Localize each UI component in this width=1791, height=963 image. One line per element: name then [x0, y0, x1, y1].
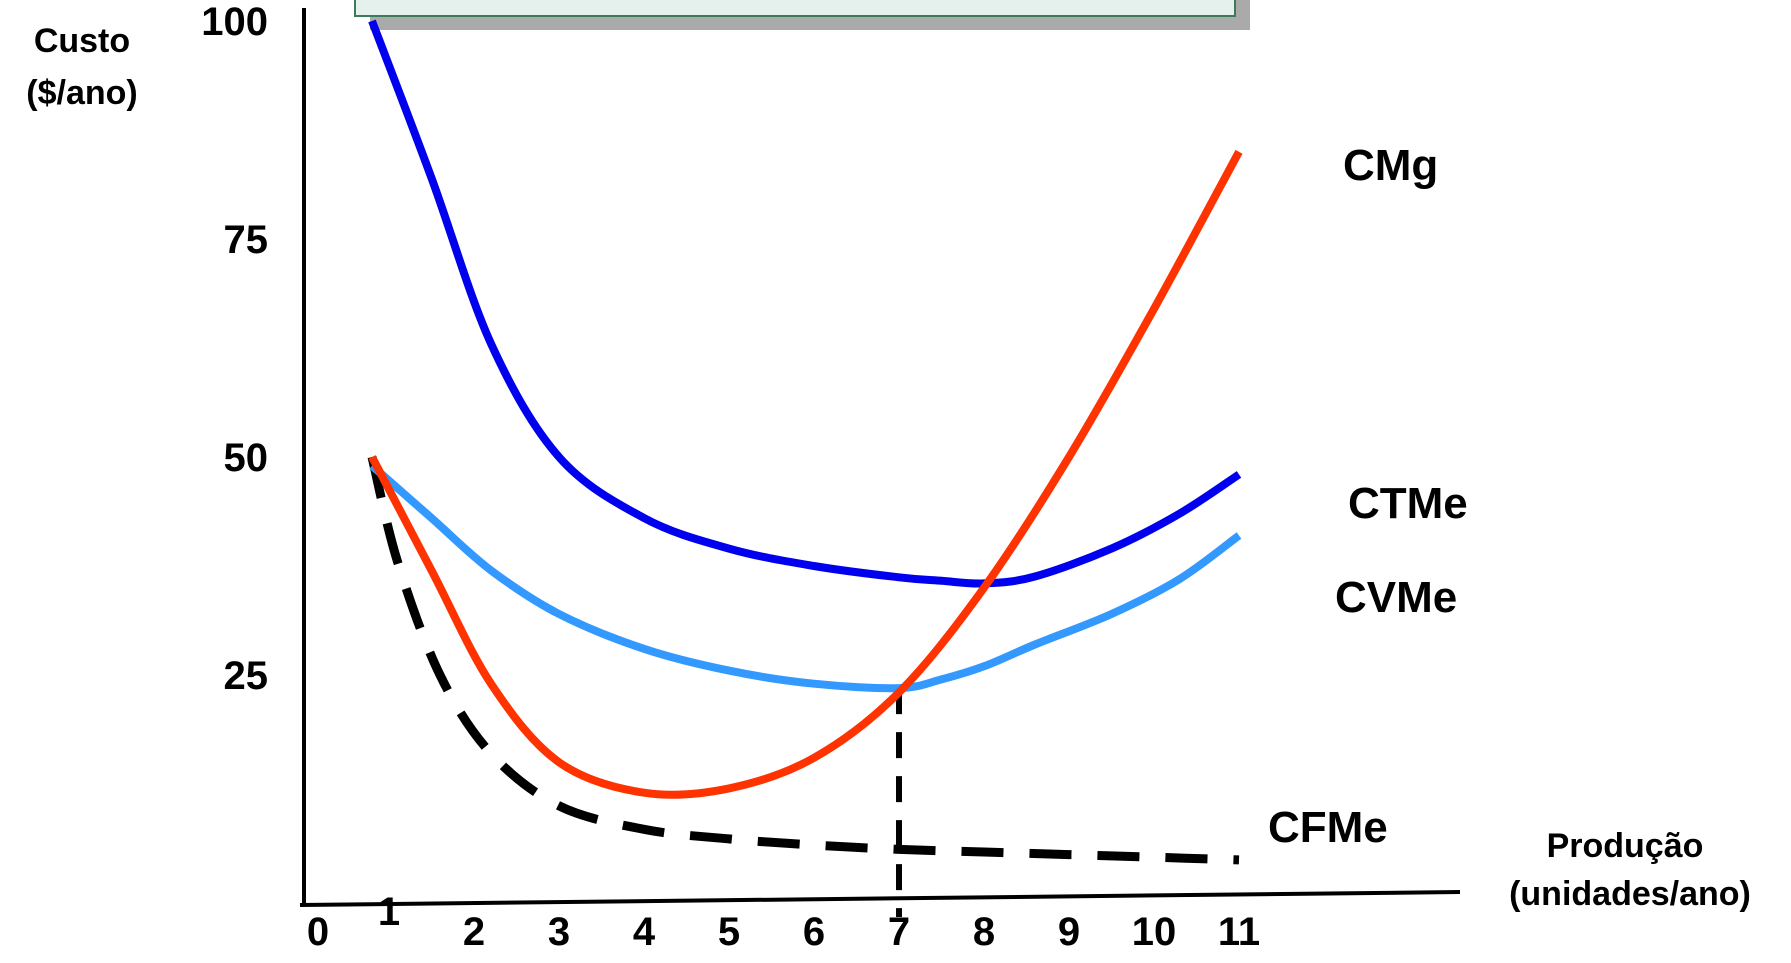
x-tick-label: 8	[973, 910, 995, 954]
x-tick-label: 7	[888, 910, 910, 954]
series-line-cvme	[369, 462, 1242, 693]
y-tick-label: 75	[224, 218, 269, 262]
y-tick-label: 100	[201, 0, 268, 44]
title-box-panel	[354, 0, 1236, 17]
x-axis-label-line-1: Produção	[1547, 827, 1704, 865]
x-axis-label-line-2: (unidades/ano)	[1509, 875, 1751, 913]
series-label-cmg: CMg	[1343, 141, 1438, 190]
series-labels: CMg CTMe CVMe CFMe	[1268, 141, 1468, 852]
y-axis-label-line-2: ($/ano)	[26, 74, 137, 112]
y-axis-label-line-1: Custo	[34, 22, 130, 60]
x-tick-labels: 0 1 2 3 4 5 6 7 8 9 10 11	[307, 890, 1260, 954]
series-label-cvme: CVMe	[1335, 573, 1457, 622]
series-line-cmg	[368, 149, 1243, 799]
x-tick-label: 1	[378, 890, 400, 934]
series-line-cfme	[367, 455, 1240, 865]
x-axis-line	[299, 890, 1461, 907]
y-axis-label: Custo ($/ano)	[26, 22, 137, 112]
y-tick-labels: 25 50 75 100	[201, 0, 268, 698]
axes	[299, 8, 1461, 907]
x-axis-label: Produção (unidades/ano)	[1509, 827, 1751, 913]
x-tick-label: 2	[463, 910, 485, 954]
series-lines	[367, 19, 1243, 865]
title-box	[354, 0, 1250, 30]
series-line-ctme	[368, 19, 1242, 588]
y-tick-label: 25	[224, 654, 269, 698]
x-tick-label: 5	[718, 910, 740, 954]
series-label-ctme: CTMe	[1348, 479, 1468, 528]
x-tick-label: 4	[633, 910, 656, 954]
x-tick-label: 9	[1058, 910, 1080, 954]
series-label-cfme: CFMe	[1268, 803, 1388, 852]
y-tick-label: 50	[224, 436, 269, 480]
x-tick-label: 10	[1132, 910, 1177, 954]
x-tick-label: 11	[1218, 910, 1260, 954]
x-tick-label: 0	[307, 910, 329, 954]
x-tick-label: 6	[803, 910, 825, 954]
x-tick-label: 3	[548, 910, 570, 954]
